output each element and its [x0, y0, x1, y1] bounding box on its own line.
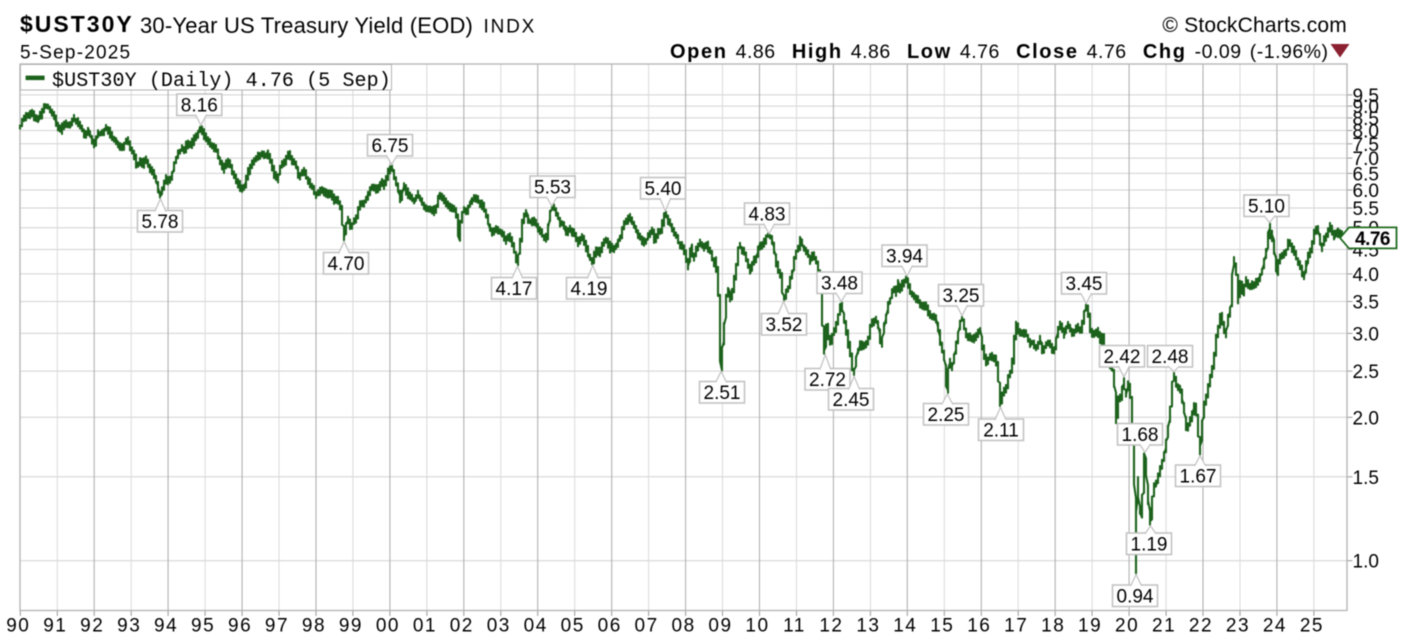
svg-text:5.40: 5.40: [645, 179, 682, 200]
svg-text:96: 96: [228, 616, 252, 637]
svg-text:90: 90: [6, 616, 30, 637]
svg-text:25: 25: [1300, 616, 1324, 637]
svg-text:3.0: 3.0: [1353, 324, 1379, 345]
svg-text:23: 23: [1226, 616, 1250, 637]
svg-text:7.5: 7.5: [1353, 135, 1379, 156]
svg-text:1.0: 1.0: [1353, 552, 1379, 573]
svg-text:05: 05: [561, 616, 585, 637]
svg-text:2.11: 2.11: [983, 421, 1019, 442]
svg-text:4.0: 4.0: [1353, 265, 1379, 286]
svg-text:2.51: 2.51: [704, 383, 741, 404]
svg-text:8.5: 8.5: [1353, 109, 1379, 130]
svg-text:5.53: 5.53: [534, 178, 571, 199]
svg-text:Open 4.86 High 4.86 Low 4.76: Open 4.86 High 4.86 Low 4.76 Close 4.76 …: [670, 41, 1329, 63]
svg-text:6.75: 6.75: [372, 136, 409, 157]
svg-text:93: 93: [117, 616, 141, 637]
svg-text:91: 91: [43, 616, 67, 637]
svg-text:2.25: 2.25: [928, 405, 965, 426]
svg-text:3.5: 3.5: [1353, 293, 1379, 314]
svg-text:2.72: 2.72: [809, 370, 846, 391]
svg-text:4.76: 4.76: [1355, 229, 1390, 250]
svg-text:01: 01: [413, 616, 437, 637]
svg-text:30-Year US Treasury Yield (EOD: 30-Year US Treasury Yield (EOD): [140, 13, 473, 38]
svg-text:2.42: 2.42: [1104, 347, 1141, 368]
svg-text:9.0: 9.0: [1353, 97, 1379, 118]
svg-text:4.83: 4.83: [749, 205, 786, 226]
svg-text:14: 14: [893, 616, 917, 637]
svg-text:97: 97: [265, 616, 289, 637]
svg-text:99: 99: [339, 616, 363, 637]
svg-text:5-Sep-2025: 5-Sep-2025: [20, 43, 131, 64]
svg-text:17: 17: [1004, 616, 1028, 637]
svg-text:10: 10: [745, 616, 769, 637]
svg-text:94: 94: [154, 616, 178, 637]
svg-text:24: 24: [1263, 616, 1287, 637]
svg-text:3.25: 3.25: [943, 286, 980, 307]
svg-text:3.94: 3.94: [886, 247, 923, 268]
svg-text:11: 11: [783, 616, 806, 637]
svg-text:0.94: 0.94: [1117, 587, 1154, 608]
svg-text:8.16: 8.16: [181, 96, 218, 117]
svg-text:3.52: 3.52: [766, 315, 803, 336]
svg-text:7.0: 7.0: [1353, 149, 1379, 170]
svg-text:1.68: 1.68: [1122, 425, 1159, 446]
svg-text:08: 08: [672, 616, 696, 637]
svg-text:4.17: 4.17: [496, 279, 533, 300]
svg-text:20: 20: [1115, 616, 1139, 637]
svg-text:13: 13: [856, 616, 880, 637]
svg-text:4.19: 4.19: [571, 279, 608, 300]
svg-text:18: 18: [1041, 616, 1065, 637]
svg-text:06: 06: [598, 616, 622, 637]
svg-text:12: 12: [819, 616, 843, 637]
svg-text:9.5: 9.5: [1353, 86, 1379, 107]
svg-text:8.0: 8.0: [1353, 122, 1379, 143]
svg-text:5.78: 5.78: [142, 212, 179, 233]
svg-text:6.5: 6.5: [1353, 164, 1379, 185]
svg-text:2.5: 2.5: [1353, 362, 1379, 383]
svg-text:© StockCharts.com: © StockCharts.com: [1162, 14, 1347, 37]
svg-text:1.19: 1.19: [1131, 535, 1168, 556]
svg-text:95: 95: [191, 616, 215, 637]
svg-text:00: 00: [376, 616, 400, 637]
svg-text:16: 16: [967, 616, 991, 637]
svg-text:INDX: INDX: [484, 16, 537, 37]
svg-text:21: 21: [1152, 616, 1176, 637]
svg-text:02: 02: [450, 616, 474, 637]
svg-text:22: 22: [1189, 616, 1213, 637]
svg-text:19: 19: [1078, 616, 1102, 637]
svg-text:98: 98: [302, 616, 326, 637]
svg-text:04: 04: [524, 616, 548, 637]
svg-text:5.5: 5.5: [1353, 199, 1379, 220]
svg-text:15: 15: [930, 616, 954, 637]
svg-text:2.48: 2.48: [1152, 347, 1189, 368]
svg-text:1.5: 1.5: [1353, 468, 1379, 489]
svg-text:4.70: 4.70: [328, 254, 365, 275]
svg-text:2.0: 2.0: [1353, 408, 1379, 429]
svg-text:3.48: 3.48: [821, 274, 858, 295]
svg-text:6.0: 6.0: [1353, 181, 1379, 202]
svg-text:92: 92: [80, 616, 104, 637]
svg-text:03: 03: [487, 616, 511, 637]
svg-text:1.67: 1.67: [1180, 467, 1217, 488]
svg-text:$UST30Y: $UST30Y: [20, 11, 134, 37]
svg-text:3.45: 3.45: [1066, 274, 1103, 295]
svg-text:07: 07: [635, 616, 659, 637]
svg-text:09: 09: [708, 616, 732, 637]
svg-text:5.10: 5.10: [1248, 197, 1285, 218]
svg-text:2.45: 2.45: [833, 390, 870, 411]
svg-text:$UST30Y (Daily) 4.76 (5 Sep): $UST30Y (Daily) 4.76 (5 Sep): [52, 70, 391, 93]
